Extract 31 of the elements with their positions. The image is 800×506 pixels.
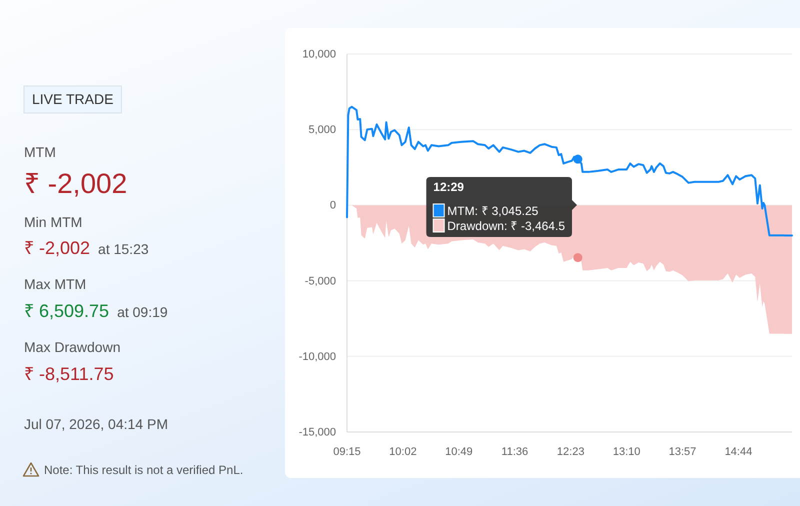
text: Note: This result is not a verified PnL. (44, 463, 244, 477)
text: ₹ 6,509.75 (24, 301, 110, 321)
y-tick-label: -15,000 (298, 426, 336, 439)
text: at 09:19 (117, 304, 168, 320)
text: ₹ -2,002 (24, 168, 128, 199)
text: LIVE TRADE (32, 91, 114, 107)
y-tick-label: 5,000 (308, 124, 336, 136)
x-tick-label: 13:10 (612, 446, 640, 458)
y-tick-label: 0 (330, 200, 336, 212)
text: MTM (24, 144, 56, 160)
text: Min MTM (24, 214, 82, 230)
text: ₹ -8,511.75 (24, 364, 114, 384)
annotation: Drawdown: ₹ -3,464.5 (447, 219, 566, 233)
x-tick-label: 11:36 (501, 446, 528, 458)
annotation: 12:29 (433, 180, 464, 194)
text: Max MTM (24, 276, 86, 292)
annotation: MTM: ₹ 3,045.25 (447, 204, 539, 218)
x-tick-label: 13:57 (668, 446, 696, 458)
text: Jul 07, 2026, 04:14 PM (24, 416, 168, 432)
y-tick-label: -5,000 (304, 275, 336, 288)
x-tick-label: 12:23 (556, 446, 584, 458)
x-tick-label: 14:44 (724, 446, 752, 458)
y-tick-label: -10,000 (298, 350, 336, 363)
y-tick-label: 10,000 (302, 48, 336, 61)
text: ₹ -2,002 (24, 238, 90, 258)
text: at 15:23 (98, 241, 149, 257)
line-series (346, 106, 793, 236)
x-tick-label: 10:49 (445, 446, 473, 458)
x-tick-label: 10:02 (389, 446, 417, 458)
x-tick-label: 09:15 (333, 446, 361, 458)
text: Max Drawdown (24, 339, 120, 355)
